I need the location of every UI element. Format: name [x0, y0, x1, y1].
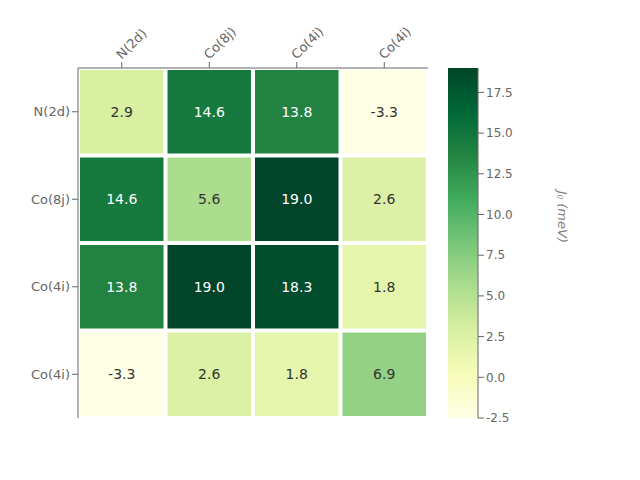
svg-text:14.6: 14.6: [106, 191, 137, 207]
svg-text:7.5: 7.5: [486, 248, 505, 262]
svg-text:6.9: 6.9: [373, 366, 395, 382]
svg-text:5.6: 5.6: [198, 191, 220, 207]
svg-text:17.5: 17.5: [486, 86, 513, 100]
svg-text:18.3: 18.3: [281, 279, 312, 295]
svg-text:2.6: 2.6: [373, 191, 395, 207]
svg-text:10.0: 10.0: [486, 208, 513, 222]
svg-text:Co(4i): Co(4i): [31, 367, 70, 382]
svg-text:Co(8j): Co(8j): [201, 24, 239, 62]
svg-text:Co(4i): Co(4i): [288, 24, 326, 62]
svg-text:0.0: 0.0: [486, 371, 505, 385]
svg-text:-3.3: -3.3: [108, 366, 135, 382]
svg-text:Co(4i): Co(4i): [31, 279, 70, 294]
svg-text:2.5: 2.5: [486, 330, 505, 344]
svg-text:2.9: 2.9: [111, 104, 133, 120]
svg-text:13.8: 13.8: [106, 279, 137, 295]
svg-text:14.6: 14.6: [194, 104, 225, 120]
svg-text:5.0: 5.0: [486, 289, 505, 303]
svg-text:12.5: 12.5: [486, 167, 513, 181]
svg-text:13.8: 13.8: [281, 104, 312, 120]
svg-text:19.0: 19.0: [281, 191, 312, 207]
svg-text:Co(4i): Co(4i): [376, 24, 414, 62]
svg-text:1.8: 1.8: [286, 366, 308, 382]
svg-text:N(2d): N(2d): [113, 26, 149, 62]
svg-text:2.6: 2.6: [198, 366, 220, 382]
svg-text:-3.3: -3.3: [371, 104, 398, 120]
svg-text:15.0: 15.0: [486, 126, 513, 140]
svg-text:1.8: 1.8: [373, 279, 395, 295]
svg-text:19.0: 19.0: [194, 279, 225, 295]
svg-text:Jᵢⱼ (meV): Jᵢⱼ (meV): [555, 188, 568, 243]
svg-text:N(2d): N(2d): [34, 104, 70, 119]
svg-text:Co(8j): Co(8j): [31, 192, 70, 207]
svg-text:-2.5: -2.5: [486, 411, 509, 425]
